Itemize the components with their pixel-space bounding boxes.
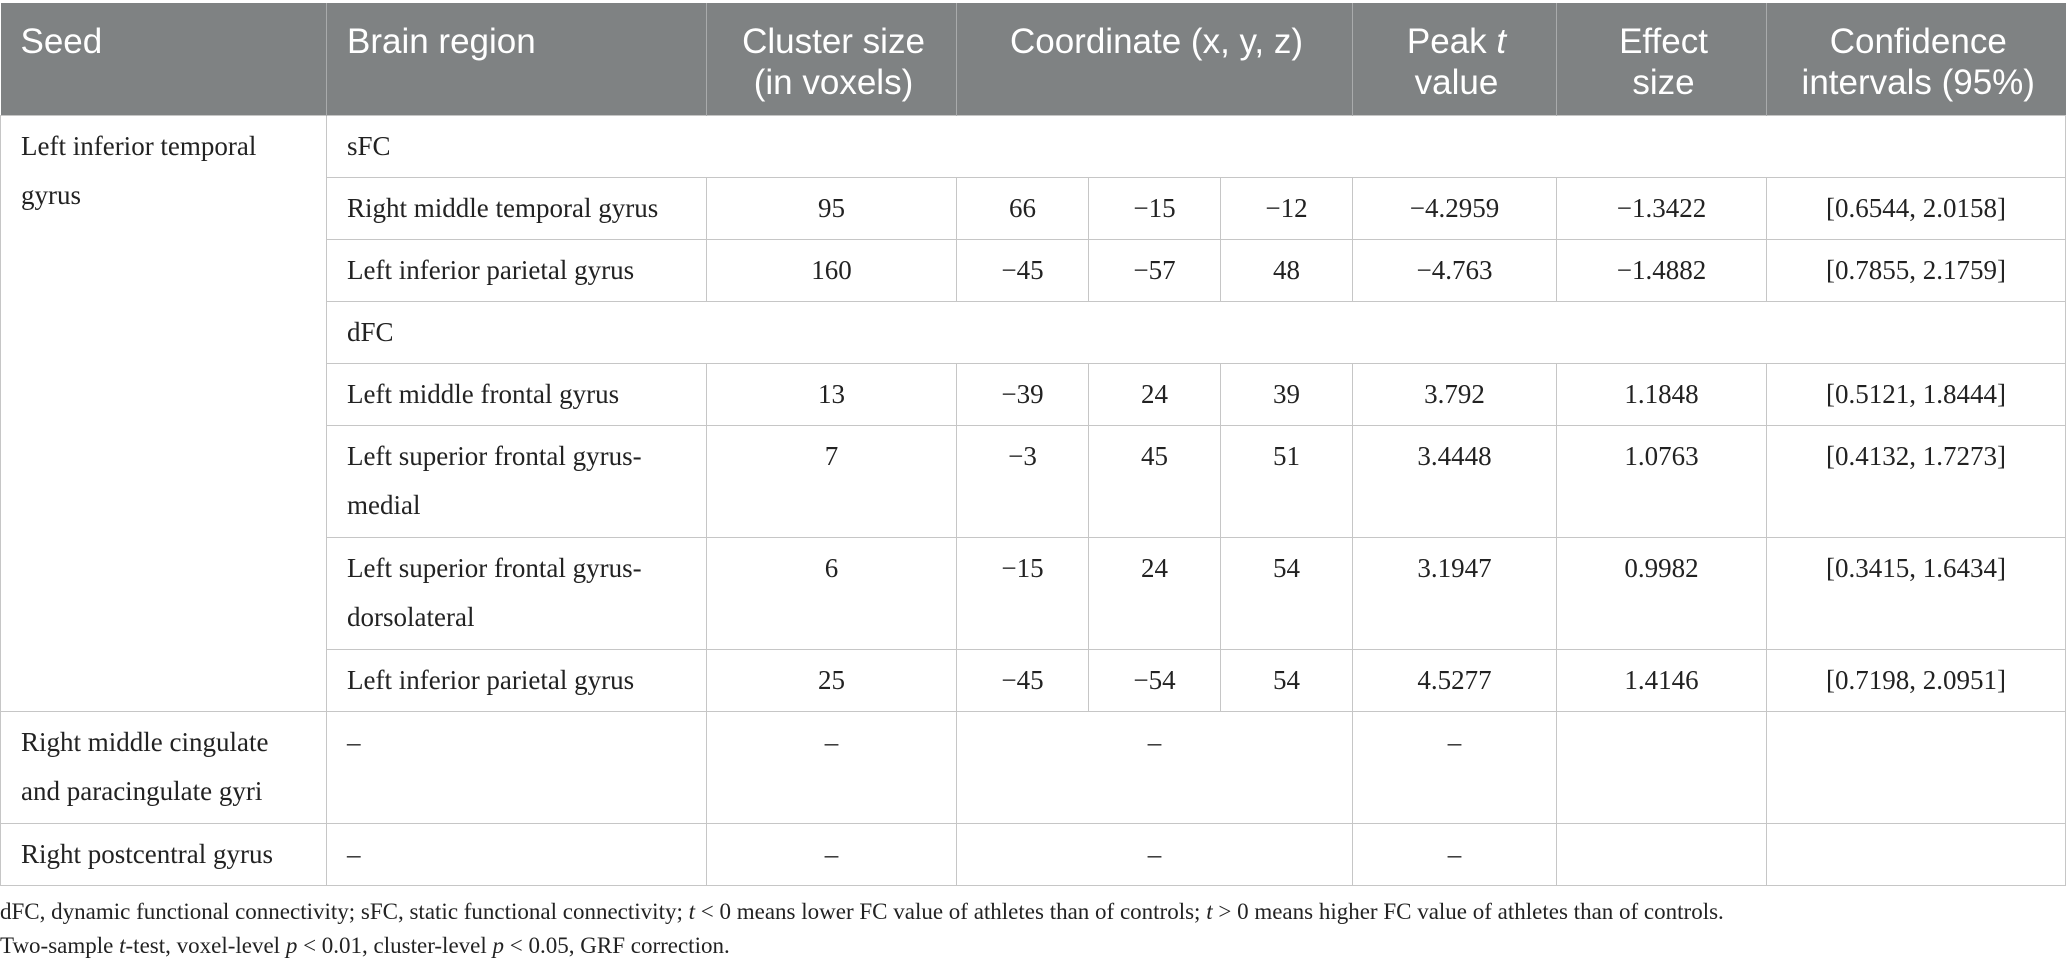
coordinate-x-cell: 66 <box>956 177 1089 240</box>
coordinate-z-cell: 51 <box>1219 425 1354 538</box>
confidence-interval-cell: [0.7855, 2.1759] <box>1766 239 2066 302</box>
table-row: Left superior frontal gyrus-medial 7 −3 … <box>1 425 2066 538</box>
coordinate-cell: – <box>955 711 1354 824</box>
effect-size-cell: −1.3422 <box>1556 177 1768 240</box>
peak-t-cell: 3.4448 <box>1352 425 1558 538</box>
coordinate-x-cell: −3 <box>956 425 1089 538</box>
peak-t-cell: −4.763 <box>1352 239 1558 302</box>
peak-t-cell: 3.792 <box>1352 363 1558 426</box>
brain-region-cell: Left inferior parietal gyrus <box>326 649 707 712</box>
coordinate-y-cell: 24 <box>1088 363 1221 426</box>
table-row: Left superior frontal gyrus-dorsolateral… <box>1 537 2066 650</box>
coordinate-x-cell: −15 <box>956 537 1089 650</box>
coordinate-z-cell: 54 <box>1219 649 1354 712</box>
header-peak-t: Peak t value <box>1352 3 1558 116</box>
table-row: Left inferior parietal gyrus 25 −45 −54 … <box>1 649 2066 712</box>
cluster-size-cell: 25 <box>706 649 957 712</box>
results-table-container: Seed Brain region Cluster size (in voxels… <box>0 3 2066 886</box>
coordinate-y-cell: 24 <box>1088 537 1221 650</box>
confidence-interval-cell <box>1766 711 2066 824</box>
table-row: Right postcentral gyrus – – – – <box>0 823 2066 886</box>
effect-size-cell: 1.4146 <box>1556 649 1768 712</box>
peak-t-cell: 4.5277 <box>1352 649 1558 712</box>
footnote-line-1: dFC, dynamic functional connectivity; sF… <box>0 899 1724 924</box>
confidence-interval-cell: [0.6544, 2.0158] <box>1766 177 2066 240</box>
coordinate-y-cell: 45 <box>1088 425 1221 538</box>
brain-region-cell: Left inferior parietal gyrus <box>326 239 707 302</box>
effect-size-cell <box>1556 823 1768 886</box>
table-footnote: dFC, dynamic functional connectivity; sF… <box>0 895 2066 963</box>
cluster-size-cell: 6 <box>706 537 957 650</box>
table-row: Left middle frontal gyrus 13 −39 24 39 3… <box>1 363 2066 426</box>
coordinate-cell: – <box>955 823 1354 886</box>
table-header: Seed Brain region Cluster size (in voxels… <box>0 3 2066 116</box>
brain-region-cell: Left middle frontal gyrus <box>326 363 707 426</box>
header-seed: Seed <box>0 3 327 116</box>
header-brain-region: Brain region <box>326 3 707 116</box>
header-coordinate: Coordinate (x, y, z) <box>956 3 1354 116</box>
peak-t-cell: – <box>1352 711 1558 824</box>
coordinate-z-cell: 48 <box>1219 239 1354 302</box>
cluster-size-cell: 95 <box>706 177 957 240</box>
seed-cell: Right postcentral gyrus <box>0 823 327 886</box>
effect-size-cell <box>1556 711 1768 824</box>
header-effect-size: Effect size <box>1556 3 1768 116</box>
seed-cell: Right middle cingulate and paracingulate … <box>0 711 327 824</box>
header-confidence-intervals: Confidence intervals (95%) <box>1766 3 2066 116</box>
coordinate-y-cell: −57 <box>1088 239 1221 302</box>
table-row: Left inferior parietal gyrus 160 −45 −57… <box>1 239 2066 302</box>
effect-size-cell: −1.4882 <box>1556 239 1768 302</box>
section-label-dfc: dFC <box>325 301 2066 364</box>
coordinate-x-cell: −39 <box>956 363 1089 426</box>
confidence-interval-cell: [0.7198, 2.0951] <box>1766 649 2066 712</box>
brain-region-cell: Right middle temporal gyrus <box>326 177 707 240</box>
coordinate-z-cell: −12 <box>1219 177 1354 240</box>
table-row-section-dfc: dFC <box>1 301 2066 364</box>
brain-region-cell: Left superior frontal gyrus-dorsolateral <box>326 537 707 650</box>
effect-size-cell: 1.1848 <box>1556 363 1768 426</box>
peak-t-cell: −4.2959 <box>1352 177 1558 240</box>
confidence-interval-cell: [0.3415, 1.6434] <box>1766 537 2066 650</box>
coordinate-z-cell: 54 <box>1219 537 1354 650</box>
peak-t-cell: 3.1947 <box>1352 537 1558 650</box>
brain-region-cell: Left superior frontal gyrus-medial <box>326 425 707 538</box>
cluster-size-cell: 13 <box>706 363 957 426</box>
confidence-interval-cell: [0.4132, 1.7273] <box>1766 425 2066 538</box>
coordinate-x-cell: −45 <box>956 239 1089 302</box>
confidence-interval-cell <box>1766 823 2066 886</box>
cluster-size-cell: – <box>706 823 957 886</box>
table-row-section-sfc: Left inferior temporal gyrus sFC <box>0 115 2066 712</box>
confidence-interval-cell: [0.5121, 1.8444] <box>1766 363 2066 426</box>
peak-t-cell: – <box>1352 823 1558 886</box>
coordinate-y-cell: −15 <box>1088 177 1221 240</box>
effect-size-cell: 1.0763 <box>1556 425 1768 538</box>
section-label-sfc: sFC <box>325 115 2066 178</box>
seed-cell: Left inferior temporal gyrus <box>0 115 327 712</box>
brain-region-cell: – <box>326 823 707 886</box>
coordinate-z-cell: 39 <box>1219 363 1354 426</box>
cluster-size-cell: 160 <box>706 239 957 302</box>
cluster-size-cell: 7 <box>706 425 957 538</box>
footnote-line-2: Two-sample t-test, voxel-level p < 0.01,… <box>0 933 730 958</box>
cluster-size-cell: – <box>706 711 957 824</box>
coordinate-y-cell: −54 <box>1088 649 1221 712</box>
coordinate-x-cell: −45 <box>956 649 1089 712</box>
table-row: Right middle cingulate and paracingulate … <box>0 711 2066 824</box>
effect-size-cell: 0.9982 <box>1556 537 1768 650</box>
results-table: Seed Brain region Cluster size (in voxels… <box>0 3 2066 886</box>
brain-region-cell: – <box>326 711 707 824</box>
header-cluster-size: Cluster size (in voxels) <box>706 3 957 116</box>
